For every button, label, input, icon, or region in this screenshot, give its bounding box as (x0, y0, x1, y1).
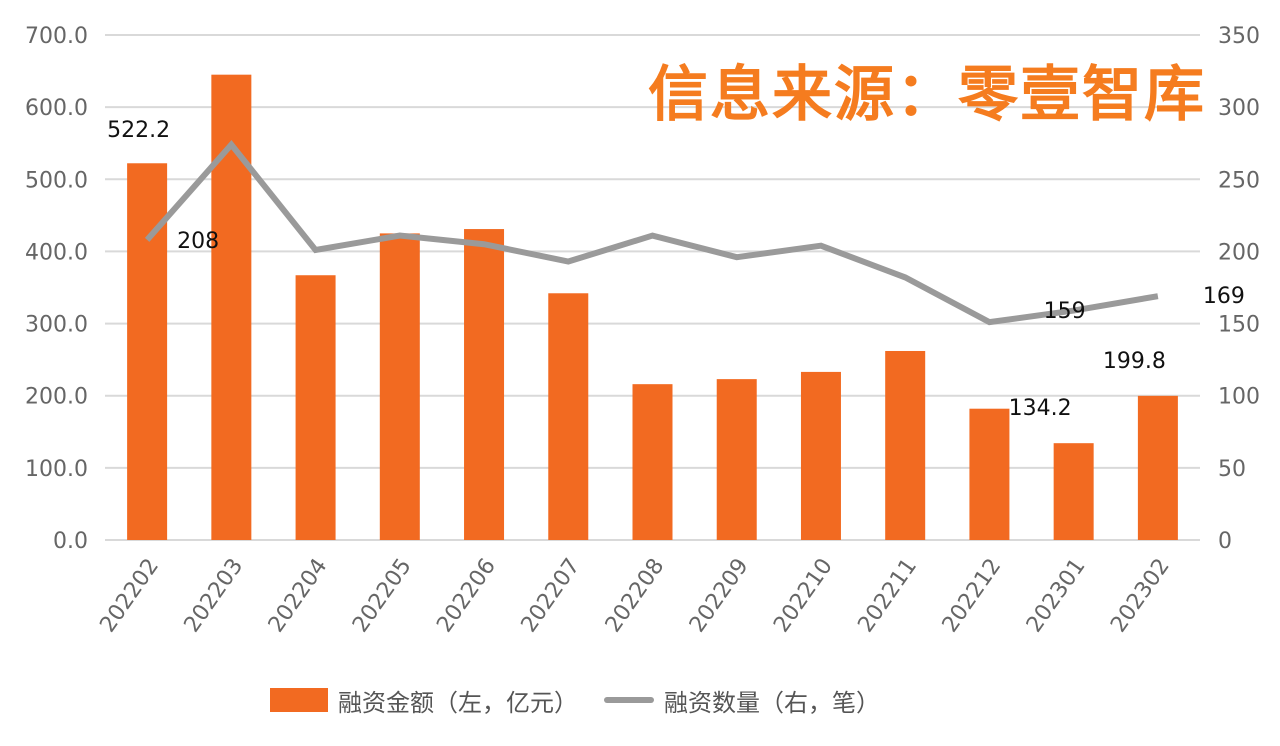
x-tick-label: 202205 (348, 554, 417, 637)
left-tick-label: 100.0 (25, 457, 88, 482)
right-tick-label: 100 (1218, 385, 1260, 410)
right-tick-label: 250 (1218, 168, 1260, 193)
right-tick-label: 150 (1218, 313, 1260, 338)
left-tick-label: 0.0 (53, 529, 88, 554)
x-tick-label: 202208 (601, 554, 670, 637)
right-tick-label: 300 (1218, 96, 1260, 121)
x-tick-label: 202302 (1106, 554, 1175, 637)
right-tick-label: 50 (1218, 457, 1246, 482)
data-label: 169 (1203, 284, 1245, 309)
source-watermark: 信息来源：零壹智库 (648, 60, 1206, 130)
data-label: 199.8 (1103, 349, 1166, 374)
left-tick-label: 600.0 (25, 96, 88, 121)
x-tick-label: 202206 (432, 554, 501, 637)
data-label: 522.2 (107, 118, 170, 143)
x-tick-label: 202207 (517, 554, 586, 637)
line-path (144, 139, 1159, 326)
data-label: 208 (177, 229, 219, 254)
x-axis: 202202 202203 202204 202205 202206 202207 2022… (95, 554, 1174, 637)
x-tick-label: 202202 (95, 554, 164, 637)
bar (379, 233, 420, 540)
right-axis: 0 50 100 150 200 250 300 350 (1218, 24, 1260, 554)
x-tick-label: 202301 (1022, 554, 1091, 637)
left-tick-label: 500.0 (25, 168, 88, 193)
bar (885, 350, 926, 540)
line-series (144, 139, 1159, 326)
x-tick-label: 202209 (685, 554, 754, 637)
legend: 融资金额（左，亿元） 融资数量（右，笔） (270, 680, 880, 720)
data-label: 159 (1044, 299, 1086, 324)
x-tick-label: 202204 (264, 554, 333, 637)
bar (1137, 395, 1178, 540)
right-tick-label: 350 (1218, 24, 1260, 49)
x-tick-label: 202210 (769, 554, 838, 637)
bar (716, 379, 757, 540)
bar (969, 408, 1010, 540)
bar (632, 384, 673, 540)
data-labels: 522.2 208 159 169 134.2 199.8 (107, 118, 1245, 421)
bar (548, 293, 589, 540)
left-tick-label: 700.0 (25, 24, 88, 49)
bar (464, 229, 505, 541)
left-tick-label: 300.0 (25, 313, 88, 338)
left-tick-label: 400.0 (25, 240, 88, 265)
right-tick-label: 200 (1218, 240, 1260, 265)
data-label: 134.2 (1009, 396, 1072, 421)
right-tick-label: 0 (1218, 529, 1232, 554)
left-tick-label: 200.0 (25, 385, 88, 410)
bar (211, 74, 252, 540)
bar (1053, 443, 1094, 540)
x-tick-label: 202211 (853, 554, 922, 637)
x-tick-label: 202212 (938, 554, 1007, 637)
x-tick-label: 202203 (180, 554, 249, 637)
legend-bar-label: 融资金额（左，亿元） (338, 688, 578, 717)
bar (295, 275, 336, 540)
legend-bar-swatch (270, 688, 328, 712)
legend-line-swatch (604, 697, 654, 703)
legend-line-label: 融资数量（右，笔） (664, 688, 880, 717)
bar (800, 371, 841, 540)
left-axis: 0.0 100.0 200.0 300.0 400.0 500.0 600.0 700.0 (25, 24, 88, 554)
bar-series (127, 74, 1178, 541)
